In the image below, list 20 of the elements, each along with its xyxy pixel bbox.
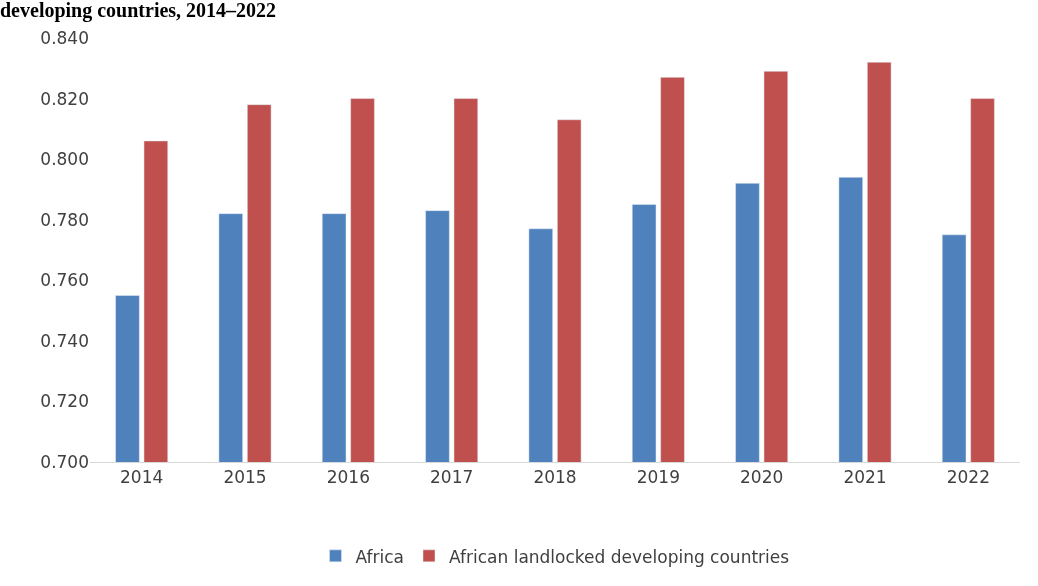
y-tick-label: 0.780 xyxy=(40,209,89,230)
x-tick-label: 2022 xyxy=(946,467,990,488)
x-tick-label: 2016 xyxy=(326,467,370,488)
legend-label: African landlocked developing countries xyxy=(449,546,790,567)
y-tick-label: 0.800 xyxy=(40,149,89,170)
x-tick-label: 2021 xyxy=(843,467,887,488)
x-tick-label: 2017 xyxy=(430,467,474,488)
chart-title: developing countries, 2014–2022 xyxy=(0,0,277,22)
y-tick-label: 0.740 xyxy=(40,330,89,351)
x-tick-label: 2014 xyxy=(120,467,164,488)
y-tick-label: 0.720 xyxy=(40,391,89,412)
y-tick-label: 0.760 xyxy=(40,270,89,291)
x-tick-label: 2018 xyxy=(533,467,577,488)
y-tick-label: 0.840 xyxy=(40,27,89,48)
y-tick-label: 0.700 xyxy=(40,451,89,472)
legend-label: Africa xyxy=(355,546,404,567)
y-tick-label: 0.820 xyxy=(40,88,89,109)
x-tick-label: 2019 xyxy=(636,467,680,488)
x-tick-label: 2020 xyxy=(740,467,784,488)
x-tick-label: 2015 xyxy=(223,467,267,488)
